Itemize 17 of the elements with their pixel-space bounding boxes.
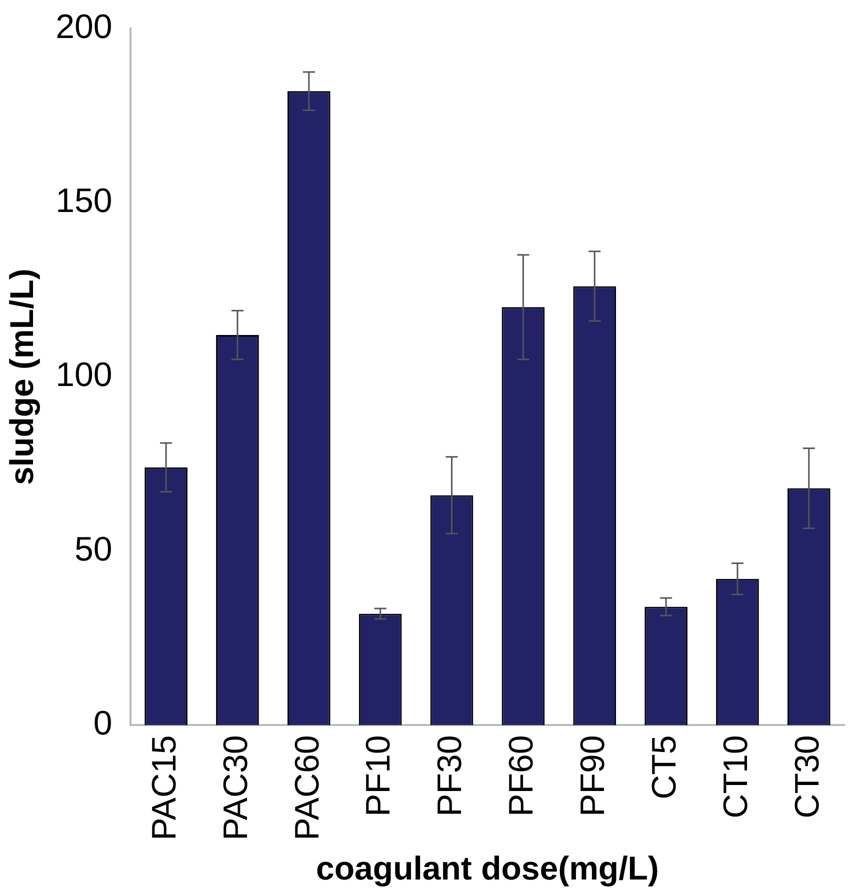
x-tick-label: PF30: [431, 735, 470, 816]
y-axis-title: sludge (mL/L): [2, 268, 40, 485]
y-tick-label: 100: [56, 356, 112, 394]
x-tick-label: PF10: [360, 735, 398, 816]
x-tick-label: CT5: [645, 735, 684, 800]
x-tick-label: PF60: [502, 735, 541, 816]
x-tick-label: CT10: [716, 735, 755, 818]
x-tick-label: CT30: [788, 735, 826, 818]
x-tick-label: PAC60: [288, 735, 326, 840]
x-tick-label: PF90: [574, 735, 612, 816]
y-tick-label: 0: [93, 704, 112, 743]
x-axis-title: coagulant dose(mg/L): [316, 849, 659, 886]
x-tick-label: PAC15: [145, 735, 184, 840]
y-tick-label: 50: [74, 530, 112, 568]
y-tick-label: 200: [56, 8, 112, 46]
y-tick-label: 150: [56, 182, 112, 220]
x-tick-label: PAC30: [216, 735, 255, 840]
